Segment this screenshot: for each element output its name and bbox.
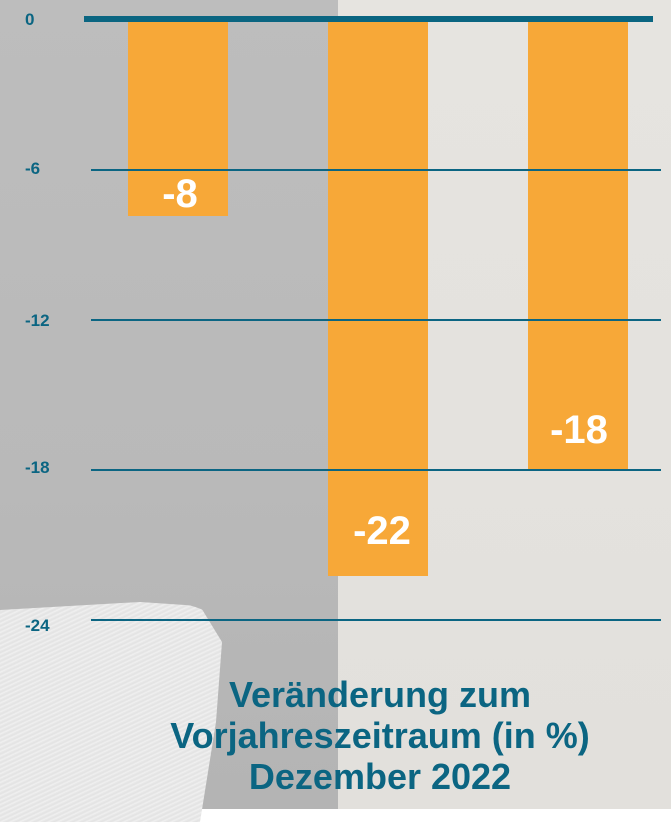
y-tick-label: 0 bbox=[25, 10, 35, 29]
chart-title-line-2: Vorjahreszeitraum (in %) bbox=[170, 715, 590, 756]
chart-title-line-3: Dezember 2022 bbox=[248, 756, 512, 797]
chart-title-line-1: Veränderung zum bbox=[228, 674, 532, 715]
bar-2-value-label: -22 bbox=[353, 509, 411, 553]
y-tick-label: -12 bbox=[25, 311, 50, 330]
bar-chart: 0 -6 -12 -18 -24 -8 -22 -18 bbox=[25, 10, 661, 635]
bar-1-value-label: -8 bbox=[162, 172, 198, 216]
bar-2 bbox=[328, 22, 428, 576]
gridline bbox=[91, 319, 661, 321]
chart-title: Veränderung zum Vorjahreszeitraum (in %)… bbox=[100, 674, 660, 797]
bar-3-value-label: -18 bbox=[550, 408, 608, 452]
y-tick-label: -18 bbox=[25, 458, 50, 477]
y-tick-label: -6 bbox=[25, 159, 41, 178]
bar-1 bbox=[128, 22, 228, 216]
gridline bbox=[91, 169, 661, 171]
background-chair-fabric bbox=[0, 602, 222, 822]
zero-axis-line bbox=[84, 16, 653, 22]
y-tick-label: -24 bbox=[25, 616, 50, 635]
bar-3 bbox=[528, 22, 628, 469]
gridline bbox=[91, 619, 661, 621]
gridline bbox=[91, 469, 661, 471]
